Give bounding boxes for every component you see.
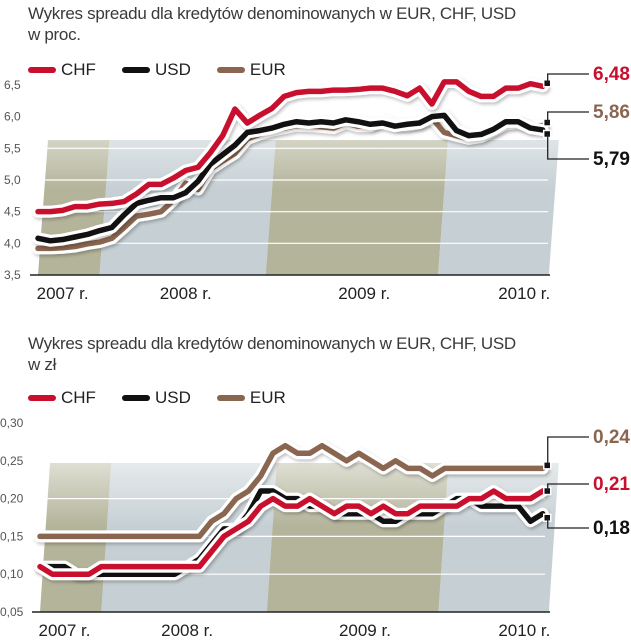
y-tick-label: 6,0 [4, 110, 21, 124]
x-tick-label: 2007 r. [37, 284, 89, 303]
chart-pln: 0,05 0,10 0,15 0,20 0,25 0,30 2007 r. 2008 r. 20… [0, 416, 630, 640]
x-tick-label: 2007 r. [39, 621, 91, 640]
chart1-title: Wykres spreadu dla kredytów denominowany… [28, 3, 516, 45]
leader-line [547, 483, 589, 492]
chart1-title-line1: Wykres spreadu dla kredytów denominowany… [28, 4, 516, 23]
end-value-label: 6,48 [593, 64, 630, 85]
leader-line [547, 73, 589, 84]
legend-label-chf: CHF [61, 60, 96, 79]
leader-line [547, 517, 589, 529]
y-tick-label: 0,20 [0, 492, 24, 506]
legend-item-eur: EUR [216, 60, 286, 80]
series-usd [32, 109, 549, 247]
y-tick-label: 0,30 [0, 416, 24, 430]
legend-label-chf: CHF [61, 388, 96, 407]
chart-percent: 3,5 4,0 4,5 5,0 5,5 6,0 6,5 2007 r. 2008 r. 2009 … [4, 64, 630, 303]
legend-swatch-eur [216, 67, 245, 73]
x-tick-label: 2010 r. [498, 284, 550, 303]
chart2-legend: CHF USD EUR [28, 388, 312, 408]
end-label-chf: 0,21 [542, 474, 630, 496]
end-value-label: 0,24 [593, 427, 630, 448]
end-label-eur: 5,86 [542, 102, 630, 127]
y-tick-label: 5,5 [4, 141, 21, 155]
end-label-chf: 6,48 [542, 64, 630, 88]
y-tick-label: 6,5 [4, 78, 21, 92]
x-tick-label: 2010 r. [498, 621, 550, 640]
legend-item-chf: CHF [28, 60, 96, 80]
legend-item-chf: CHF [28, 388, 96, 408]
y-tick-label: 0,25 [0, 454, 24, 468]
y-tick-label: 4,0 [4, 236, 21, 250]
legend-swatch-chf [28, 395, 56, 401]
chart2-title: Wykres spreadu dla kredytów denominowany… [28, 333, 516, 375]
y-tick-label: 0,15 [0, 529, 24, 543]
series-eur [34, 439, 549, 543]
legend-label-usd: USD [154, 388, 191, 407]
end-value-label: 5,86 [593, 102, 630, 123]
series-line-usd [35, 112, 546, 244]
legend-item-usd: USD [121, 388, 191, 408]
end-label-eur: 0,24 [542, 427, 630, 470]
x-tick-label: 2009 r. [338, 284, 390, 303]
legend-swatch-usd [121, 67, 150, 73]
chart2-title-line1: Wykres spreadu dla kredytów denominowany… [28, 334, 516, 353]
legend-swatch-eur [216, 395, 245, 401]
series-chf [32, 75, 549, 218]
y-tick-label: 4,5 [4, 205, 21, 219]
end-label-usd: 5,79 [542, 129, 630, 170]
legend-label-eur: EUR [249, 388, 286, 407]
y-tick-label: 0,10 [0, 567, 24, 581]
legend-swatch-usd [121, 395, 150, 401]
y-tick-label: 0,05 [0, 605, 24, 619]
legend-item-eur: EUR [216, 388, 286, 408]
x-tick-label: 2009 r. [339, 621, 391, 640]
leader-line [547, 111, 589, 123]
end-value-label: 0,18 [593, 518, 630, 539]
x-tick-label: 2008 r. [160, 284, 212, 303]
series-line-chf [37, 488, 546, 577]
series-line-eur [37, 442, 546, 540]
legend-swatch-chf [28, 67, 56, 73]
x-tick-label: 2008 r. [161, 621, 213, 640]
leader-line [547, 133, 589, 160]
chart1-legend: CHF USD EUR [28, 60, 312, 80]
y-tick-label: 3,5 [4, 268, 21, 282]
y-tick-label: 5,0 [4, 173, 21, 187]
chart2-title-line2: w zł [28, 355, 57, 374]
series-chf [34, 485, 549, 581]
series-line-chf [35, 79, 546, 215]
legend-label-eur: EUR [249, 60, 286, 79]
end-value-label: 0,21 [593, 474, 630, 495]
end-value-label: 5,79 [593, 149, 630, 170]
end-label-usd: 0,18 [542, 513, 630, 539]
legend-label-usd: USD [154, 60, 191, 79]
legend-item-usd: USD [121, 60, 191, 80]
leader-line [547, 436, 589, 466]
chart1-title-line2: w proc. [28, 25, 81, 44]
